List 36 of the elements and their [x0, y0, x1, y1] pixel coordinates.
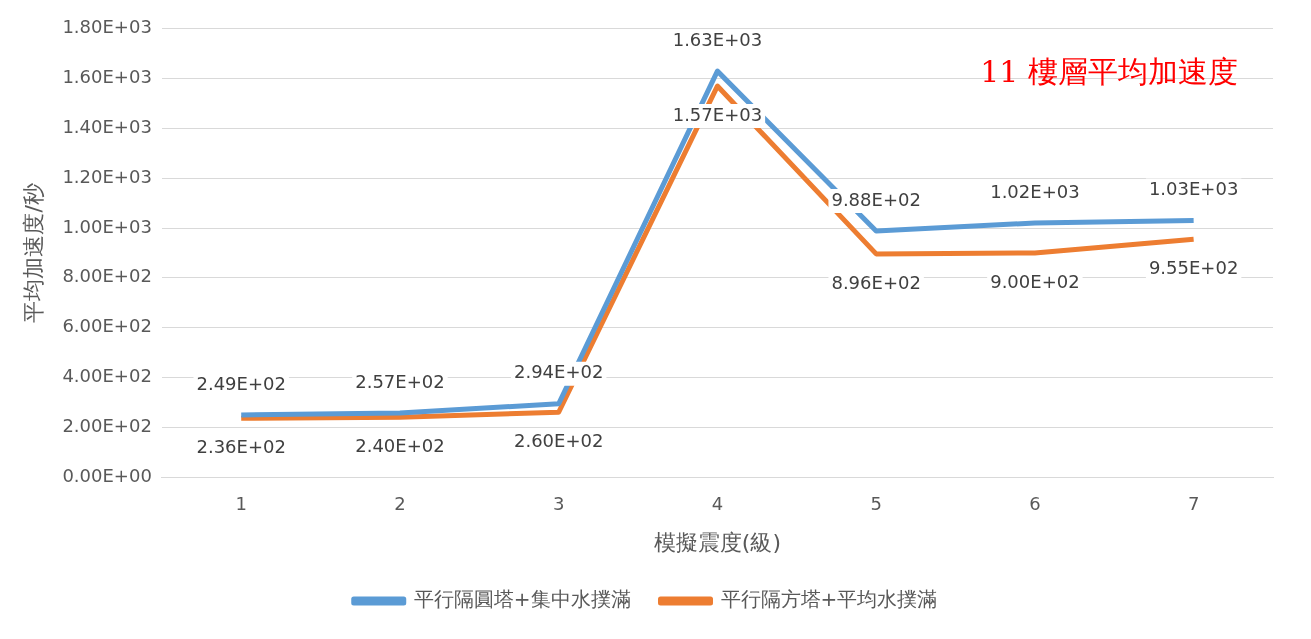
- data-label: 9.00E+02: [990, 270, 1080, 292]
- data-label: 2.40E+02: [355, 434, 445, 456]
- data-label: 2.49E+02: [196, 372, 286, 394]
- x-tick-label: 7: [1187, 493, 1200, 515]
- data-label: 9.88E+02: [831, 188, 921, 210]
- y-tick-label: 1.00E+03: [62, 215, 152, 237]
- x-tick-label: 2: [394, 493, 406, 515]
- y-tick-label: 0.00E+00: [62, 464, 152, 486]
- legend-label: 平行隔方塔+平均水撲滿: [720, 587, 938, 612]
- data-label: 2.36E+02: [196, 435, 286, 457]
- x-tick-label: 3: [552, 493, 565, 515]
- y-tick-label: 8.00E+02: [62, 265, 152, 287]
- x-tick-label: 5: [870, 493, 882, 515]
- data-label: 2.60E+02: [513, 429, 604, 451]
- y-tick-label: 1.60E+03: [62, 66, 152, 88]
- legend-label: 平行隔圓塔+集中水撲滿: [413, 587, 631, 612]
- data-label: 2.94E+02: [513, 361, 604, 383]
- y-tick-label: 1.20E+03: [62, 165, 152, 187]
- data-label: 9.55E+02: [1148, 256, 1239, 278]
- y-tick-label: 1.40E+03: [62, 116, 152, 138]
- data-label: 1.57E+03: [672, 103, 763, 125]
- y-tick-label: 6.00E+02: [62, 315, 152, 337]
- x-tick-label: 6: [1029, 493, 1041, 515]
- x-axis-title: 模擬震度(級): [653, 529, 781, 555]
- y-tick-label: 2.00E+02: [62, 414, 152, 436]
- y-axis-title: 平均加速度/秒: [20, 183, 46, 323]
- data-label: 1.63E+03: [672, 28, 763, 50]
- x-tick-label: 1: [235, 493, 247, 515]
- data-label: 1.03E+03: [1148, 178, 1239, 200]
- x-tick-label: 4: [711, 493, 724, 515]
- data-label: 2.57E+02: [355, 370, 445, 392]
- text: 11 樓層平均加速度: [980, 53, 1238, 89]
- data-label: 1.02E+03: [990, 180, 1080, 202]
- y-tick-label: 4.00E+02: [62, 365, 152, 387]
- data-label: 8.96E+02: [831, 271, 921, 293]
- y-tick-label: 1.80E+03: [62, 16, 152, 38]
